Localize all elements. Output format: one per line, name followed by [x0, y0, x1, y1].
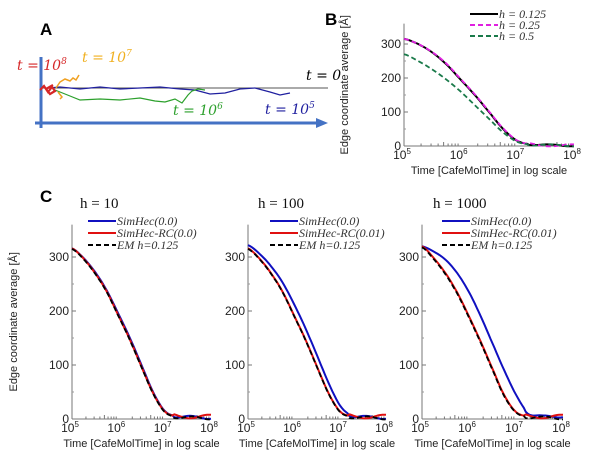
legend-label: SimHec-RC(0.01)	[471, 226, 557, 240]
panel-a-schematic: t = 108 t = 107 t = 0 t = 106 t = 105	[17, 49, 341, 128]
series-line-simhec-rc-0-0-	[71, 247, 212, 420]
y-axis-label: Edge coordinate average [Å]	[338, 15, 351, 154]
series-line-em-h-0-125	[247, 248, 386, 421]
y-tick-label: 300	[399, 250, 419, 264]
y-axis-label: Edge coordinate average [Å]	[7, 252, 20, 391]
series-line-h-0-5	[403, 53, 574, 148]
panel-a-trajectory-t1e7	[55, 74, 80, 100]
x-tick-label: 106	[107, 420, 125, 435]
legend-label: SimHec-RC(0.01)	[299, 226, 385, 240]
x-tick-label: 105	[411, 420, 429, 435]
y-tick-label: 100	[381, 105, 401, 119]
x-tick-label: 107	[154, 420, 172, 435]
panel-a-label-t1e5: t = 105	[265, 101, 315, 118]
y-tick-label: 100	[49, 358, 69, 372]
series-line-simhec-rc-0-01-	[247, 247, 387, 420]
x-tick-label: 108	[375, 420, 393, 435]
y-tick-label: 300	[49, 250, 69, 264]
series-line-simhec-0-0-	[247, 244, 387, 420]
y-tick-label: 300	[225, 250, 245, 264]
y-tick-label: 0	[394, 139, 401, 153]
y-tick-label: 200	[49, 304, 69, 318]
series-line-simhec-0-0-	[421, 245, 564, 419]
x-tick-label: 105	[393, 147, 411, 162]
x-tick-label: 108	[200, 420, 218, 435]
x-tick-label: 106	[283, 420, 301, 435]
x-tick-label: 107	[506, 147, 524, 162]
panel-label-a: A	[40, 20, 52, 39]
chart-title: h = 1000	[433, 196, 486, 212]
y-tick-label: 0	[412, 412, 419, 426]
series-line-em-h-0-125	[421, 246, 563, 421]
chart-title: h = 100	[258, 196, 304, 212]
legend-label: h = 0.5	[499, 29, 534, 43]
chart-title: h = 10	[80, 196, 118, 212]
x-tick-label: 108	[563, 147, 581, 162]
panel-a-trajectory-t1e8	[39, 84, 57, 96]
chart-c1: 0 100 200 300 105 106 107 108 Time [CafeMolTime]…	[7, 196, 220, 450]
panel-a-label-t1e8: t = 108	[17, 57, 67, 74]
chart-c3: 0 100 200 300 105 106 107 108 Time [CafeMolTime]…	[399, 196, 571, 450]
x-tick-label: 105	[61, 420, 79, 435]
x-axis-label: Time [CafeMolTime] in log scale	[239, 438, 395, 450]
x-tick-label: 107	[505, 420, 523, 435]
plots: 0 100 200 300 105 106 107 108 Time [CafeMolTime]…	[7, 7, 581, 450]
y-tick-label: 100	[225, 358, 245, 372]
series-line-em-h-0-125	[71, 248, 211, 421]
y-tick-label: 200	[225, 304, 245, 318]
legend-label: h = 0.25	[499, 18, 540, 32]
x-tick-label: 108	[552, 420, 570, 435]
x-tick-label: 106	[458, 420, 476, 435]
panel-a-trajectory-t1e5	[47, 86, 291, 96]
legend-label: EM h=0.125	[298, 238, 360, 252]
x-tick-label: 106	[450, 147, 468, 162]
y-tick-label: 0	[62, 412, 69, 426]
x-tick-label: 107	[329, 420, 347, 435]
legend-label: EM h=0.125	[470, 238, 532, 252]
panel-label-b: B	[325, 10, 337, 29]
x-axis-label: Time [CafeMolTime] in log scale	[63, 438, 219, 450]
y-tick-label: 200	[381, 71, 401, 85]
legend-label: SimHec(0.0)	[471, 214, 531, 228]
y-tick-label: 100	[399, 358, 419, 372]
y-tick-label: 300	[381, 37, 401, 51]
x-axis-label: Time [CafeMolTime] in log scale	[411, 165, 567, 177]
chart-c2: 0 100 200 300 105 106 107 108 Time [CafeMolTime]…	[225, 196, 395, 450]
series-line-h-0-125	[403, 37, 575, 148]
series-line-simhec-0-0-	[71, 247, 212, 420]
series-line-h-0-25	[403, 38, 575, 148]
x-axis-label: Time [CafeMolTime] in log scale	[414, 438, 570, 450]
legend-label: SimHec(0.0)	[117, 214, 177, 228]
x-tick-label: 105	[237, 420, 255, 435]
chart-b: 0 100 200 300 105 106 107 108 Time [CafeMolTime]…	[338, 7, 581, 177]
legend-label: SimHec-RC(0.0)	[117, 226, 197, 240]
panel-a-label-t0: t = 0	[306, 68, 341, 84]
legend-label: h = 0.125	[499, 7, 546, 21]
panel-a-trajectory-t1e6	[54, 88, 206, 104]
legend-label: EM h=0.125	[116, 238, 178, 252]
y-tick-label: 200	[399, 304, 419, 318]
y-tick-label: 0	[238, 412, 245, 426]
panel-label-c: C	[40, 187, 52, 206]
panel-a-label-t1e6: t = 106	[173, 102, 223, 119]
panel-a-x-axis-arrowhead	[316, 118, 328, 128]
panel-a-label-t1e7: t = 107	[82, 49, 132, 66]
legend-label: SimHec(0.0)	[299, 214, 359, 228]
